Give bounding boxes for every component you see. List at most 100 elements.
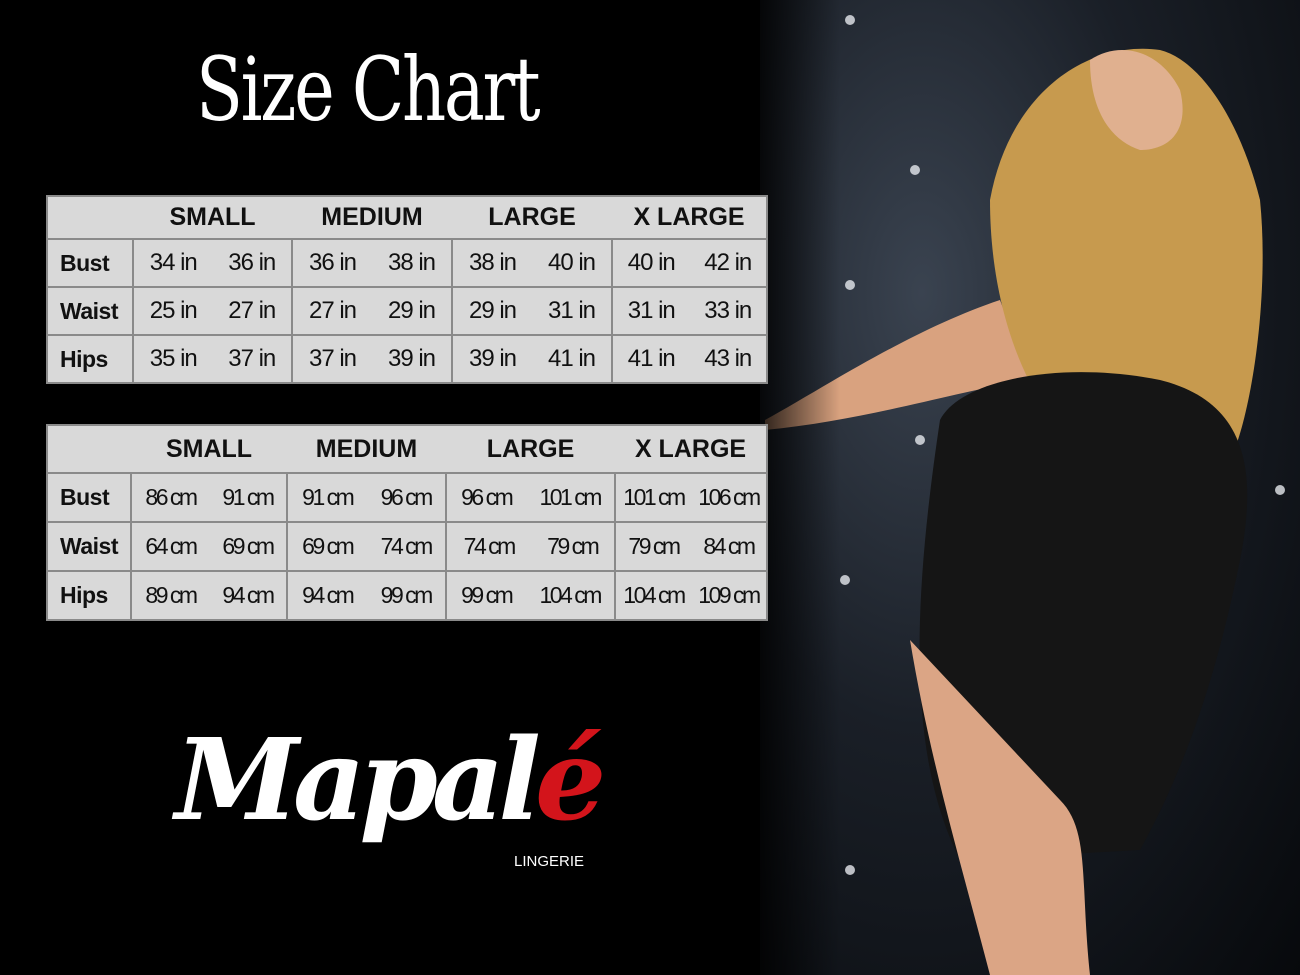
min-value: 37 in — [308, 345, 357, 372]
header-empty — [46, 195, 133, 240]
size-cell: 104 cm 109 cm — [614, 570, 768, 621]
size-cell: 36 in 38 in — [291, 238, 453, 288]
table-row: Bust 86 cm 91 cm 91 cm 96 cm 96 cm 101 cm 101 c… — [46, 472, 768, 523]
max-value: 41 in — [547, 345, 596, 372]
size-cell: 89 cm 94 cm — [130, 570, 288, 621]
header-size: LARGE — [452, 195, 612, 240]
max-value: 40 in — [547, 249, 596, 276]
max-value: 79 cm — [547, 533, 600, 559]
max-value: 31 in — [547, 297, 596, 324]
size-cell: 96 cm 101 cm — [445, 472, 616, 523]
min-value: 35 in — [149, 345, 198, 372]
model-photo-illustration — [765, 15, 1285, 975]
min-value: 99 cm — [461, 582, 514, 608]
logo-subtitle: LINGERIE — [514, 853, 585, 870]
header-size: LARGE — [446, 424, 615, 474]
size-cell: 91 cm 96 cm — [286, 472, 447, 523]
header-size: MEDIUM — [287, 424, 446, 474]
size-cell: 37 in 39 in — [291, 334, 453, 384]
size-cell: 94 cm 99 cm — [286, 570, 447, 621]
min-value: 39 in — [468, 345, 517, 372]
row-label: Bust — [46, 238, 134, 288]
size-cell: 99 cm 104 cm — [445, 570, 616, 621]
max-value: 69 cm — [222, 533, 275, 559]
min-value: 40 in — [627, 249, 676, 276]
min-value: 86 cm — [145, 484, 198, 510]
max-value: 109 cm — [698, 582, 761, 608]
header-size: MEDIUM — [292, 195, 452, 240]
size-cell: 38 in 40 in — [451, 238, 613, 288]
row-label: Hips — [46, 570, 132, 621]
size-cell: 27 in 29 in — [291, 286, 453, 336]
min-value: 41 in — [627, 345, 676, 372]
max-value: 104 cm — [539, 582, 602, 608]
size-cell: 41 in 43 in — [611, 334, 768, 384]
logo-accent: é — [534, 715, 606, 846]
page-title: Size Chart — [196, 38, 541, 141]
header-size: SMALL — [131, 424, 287, 474]
max-value: 106 cm — [698, 484, 761, 510]
size-cell: 79 cm 84 cm — [614, 521, 768, 572]
table-row: Bust 34 in 36 in 36 in 38 in 38 in 40 in 40 in 4… — [46, 238, 768, 288]
size-cell: 34 in 36 in — [132, 238, 293, 288]
table-row: Waist 25 in 27 in 27 in 29 in 29 in 31 in 31 in… — [46, 286, 768, 336]
min-value: 101 cm — [623, 484, 686, 510]
max-value: 42 in — [704, 249, 752, 276]
table-header-row: SMALL MEDIUM LARGE X LARGE — [46, 195, 768, 240]
min-value: 29 in — [468, 297, 517, 324]
row-label: Hips — [46, 334, 134, 384]
table-row: Hips 89 cm 94 cm 94 cm 99 cm 99 cm 104 cm 104 c… — [46, 570, 768, 621]
header-size: SMALL — [133, 195, 292, 240]
max-value: 37 in — [228, 345, 276, 372]
logo-text: Mapal — [175, 715, 541, 846]
min-value: 79 cm — [628, 533, 681, 559]
max-value: 38 in — [387, 249, 436, 276]
table-row: Waist 64 cm 69 cm 69 cm 74 cm 74 cm 79 cm 79 cm… — [46, 521, 768, 572]
max-value: 101 cm — [539, 484, 602, 510]
row-label: Waist — [46, 521, 132, 572]
min-value: 38 in — [468, 249, 517, 276]
size-cell: 39 in 41 in — [451, 334, 613, 384]
max-value: 74 cm — [380, 533, 434, 559]
min-value: 91 cm — [302, 484, 355, 510]
max-value: 84 cm — [703, 533, 756, 559]
min-value: 96 cm — [461, 484, 514, 510]
max-value: 29 in — [387, 297, 436, 324]
min-value: 89 cm — [145, 582, 198, 608]
size-cell: 25 in 27 in — [132, 286, 293, 336]
max-value: 39 in — [387, 345, 436, 372]
size-cell: 101 cm 106 cm — [614, 472, 768, 523]
model-photo — [760, 0, 1300, 975]
max-value: 33 in — [704, 297, 752, 324]
size-cell: 69 cm 74 cm — [286, 521, 447, 572]
size-cell: 64 cm 69 cm — [130, 521, 288, 572]
max-value: 96 cm — [380, 484, 434, 510]
min-value: 25 in — [149, 297, 198, 324]
max-value: 91 cm — [222, 484, 275, 510]
size-cell: 35 in 37 in — [132, 334, 293, 384]
max-value: 27 in — [228, 297, 276, 324]
brand-logo: Mapalé — [175, 715, 606, 846]
table-header-row: SMALL MEDIUM LARGE X LARGE — [46, 424, 768, 474]
min-value: 104 cm — [623, 582, 686, 608]
header-size: X LARGE — [615, 424, 768, 474]
min-value: 94 cm — [302, 582, 355, 608]
table-row: Hips 35 in 37 in 37 in 39 in 39 in 41 in 41 in 4… — [46, 334, 768, 384]
min-value: 64 cm — [145, 533, 198, 559]
size-cell: 31 in 33 in — [611, 286, 768, 336]
max-value: 99 cm — [380, 582, 434, 608]
min-value: 36 in — [308, 249, 357, 276]
max-value: 94 cm — [222, 582, 275, 608]
min-value: 74 cm — [463, 533, 517, 559]
min-value: 34 in — [149, 249, 198, 276]
row-label: Waist — [46, 286, 134, 336]
size-cell: 29 in 31 in — [451, 286, 613, 336]
size-table-cm: SMALL MEDIUM LARGE X LARGE Bust 86 cm 91 c… — [46, 424, 768, 621]
header-size: X LARGE — [612, 195, 768, 240]
row-label: Bust — [46, 472, 132, 523]
size-cell: 86 cm 91 cm — [130, 472, 288, 523]
size-cell: 40 in 42 in — [611, 238, 768, 288]
size-cell: 74 cm 79 cm — [445, 521, 616, 572]
min-value: 69 cm — [302, 533, 355, 559]
size-table-inches: SMALL MEDIUM LARGE X LARGE Bust 34 in 36 i… — [46, 195, 768, 384]
